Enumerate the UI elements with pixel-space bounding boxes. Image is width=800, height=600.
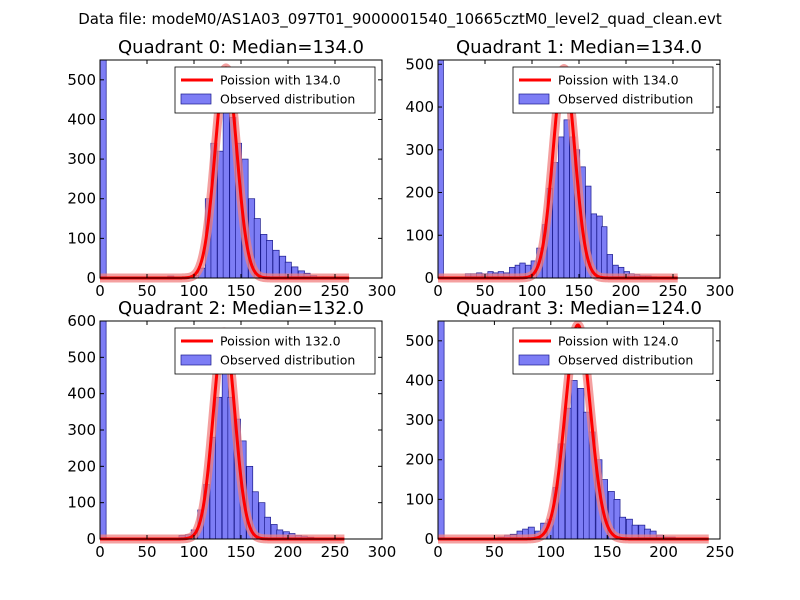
legend-patch-swatch bbox=[518, 354, 550, 366]
legend: Poission with 134.0 Observed distribution bbox=[174, 66, 376, 114]
legend-box bbox=[512, 327, 714, 375]
x-tick-label: 200 bbox=[274, 543, 303, 561]
subplot-title: Quadrant 2: Median=132.0 bbox=[118, 298, 364, 319]
legend: Poission with 132.0 Observed distribution bbox=[174, 327, 376, 375]
y-tick-label: 300 bbox=[405, 141, 434, 159]
y-tick-label: 100 bbox=[67, 229, 96, 247]
legend-patch-label: Observed distribution bbox=[220, 353, 355, 368]
quadrant-3-panel: 0 50 100 150 200 250 0 100 200 300 400 500 Quadrant … bbox=[405, 298, 734, 561]
y-tick-label: 200 bbox=[67, 190, 96, 208]
y-tick-label: 300 bbox=[405, 411, 434, 429]
x-tick-label: 150 bbox=[227, 543, 256, 561]
figure-suptitle: Data file: modeM0/AS1A03_097T01_90000015… bbox=[78, 10, 722, 29]
histogram-bar bbox=[260, 234, 268, 279]
y-tick-label: 500 bbox=[67, 71, 96, 89]
y-tick-label: 400 bbox=[405, 98, 434, 116]
x-tick-label: 300 bbox=[368, 543, 397, 561]
y-tick-label: 500 bbox=[67, 348, 96, 366]
histogram-bar bbox=[221, 371, 229, 540]
legend-patch-swatch bbox=[180, 93, 212, 105]
x-tick-label: 100 bbox=[180, 543, 209, 561]
y-tick-label: 600 bbox=[67, 312, 96, 330]
subplot-title: Quadrant 0: Median=134.0 bbox=[118, 37, 364, 58]
x-tick-label: 150 bbox=[593, 543, 622, 561]
y-tick-label: 400 bbox=[67, 385, 96, 403]
x-tick-label: 250 bbox=[321, 282, 350, 300]
legend-line-label: Poission with 124.0 bbox=[558, 334, 679, 349]
x-tick-label: 200 bbox=[649, 543, 678, 561]
y-tick-label: 0 bbox=[424, 530, 434, 548]
histogram-bar bbox=[563, 119, 570, 279]
y-tick-label: 100 bbox=[67, 494, 96, 512]
histogram-bar bbox=[577, 388, 585, 540]
legend-box bbox=[174, 327, 376, 375]
histogram-bar bbox=[570, 380, 578, 540]
histogram-bar bbox=[437, 59, 444, 279]
x-tick-label: 100 bbox=[518, 282, 547, 300]
legend-line-label: Poission with 134.0 bbox=[558, 73, 679, 88]
x-tick-label: 0 bbox=[95, 543, 105, 561]
y-tick-label: 0 bbox=[86, 269, 96, 287]
y-tick-label: 500 bbox=[405, 332, 434, 350]
y-tick-label: 400 bbox=[405, 371, 434, 389]
histogram-bar bbox=[99, 59, 107, 279]
histogram-bar bbox=[437, 320, 445, 540]
x-tick-label: 50 bbox=[485, 543, 504, 561]
x-tick-label: 50 bbox=[137, 543, 156, 561]
legend-patch-swatch bbox=[180, 354, 212, 366]
y-tick-label: 200 bbox=[405, 184, 434, 202]
axes-frame bbox=[437, 320, 721, 540]
y-tick-label: 300 bbox=[67, 150, 96, 168]
y-tick-label: 0 bbox=[424, 269, 434, 287]
x-tick-label: 250 bbox=[321, 543, 350, 561]
histogram-bar bbox=[266, 239, 273, 279]
legend-box bbox=[174, 66, 376, 114]
legend: Poission with 124.0 Observed distribution bbox=[512, 327, 714, 375]
subplot-title: Quadrant 1: Median=134.0 bbox=[456, 37, 702, 58]
x-tick-label: 200 bbox=[274, 282, 303, 300]
x-tick-label: 250 bbox=[706, 543, 735, 561]
y-tick-label: 100 bbox=[405, 226, 434, 244]
y-tick-label: 200 bbox=[405, 451, 434, 469]
legend-patch-label: Observed distribution bbox=[558, 92, 693, 107]
legend-patch-label: Observed distribution bbox=[220, 92, 355, 107]
x-tick-label: 50 bbox=[137, 282, 156, 300]
legend: Poission with 134.0 Observed distribution bbox=[512, 66, 714, 114]
x-tick-label: 200 bbox=[612, 282, 641, 300]
x-tick-label: 250 bbox=[659, 282, 688, 300]
quadrant-1-panel: 0 50 100 150 200 250 300 0 100 200 300 400 500 Quadra… bbox=[405, 37, 734, 300]
histogram-bar bbox=[222, 103, 230, 279]
x-tick-label: 300 bbox=[706, 282, 735, 300]
histogram-bar bbox=[557, 136, 565, 279]
quadrant-2-panel: 0 50 100 150 200 250 300 0 100 200 300 400 500 600 Qua… bbox=[67, 298, 396, 561]
y-tick-label: 300 bbox=[67, 421, 96, 439]
y-tick-label: 500 bbox=[405, 55, 434, 73]
x-tick-label: 150 bbox=[565, 282, 594, 300]
x-tick-label: 150 bbox=[227, 282, 256, 300]
y-tick-label: 200 bbox=[67, 457, 96, 475]
x-tick-label: 0 bbox=[433, 543, 443, 561]
x-tick-label: 0 bbox=[95, 282, 105, 300]
x-tick-label: 0 bbox=[433, 282, 443, 300]
legend-line-label: Poission with 132.0 bbox=[220, 334, 341, 349]
x-tick-label: 100 bbox=[180, 282, 209, 300]
y-tick-label: 0 bbox=[86, 530, 96, 548]
x-tick-label: 100 bbox=[536, 543, 565, 561]
legend-patch-swatch bbox=[518, 93, 550, 105]
legend-line-label: Poission with 134.0 bbox=[220, 73, 341, 88]
x-tick-label: 300 bbox=[368, 282, 397, 300]
y-tick-label: 100 bbox=[405, 490, 434, 508]
x-tick-label: 50 bbox=[475, 282, 494, 300]
y-tick-label: 400 bbox=[67, 110, 96, 128]
histogram-bar bbox=[601, 226, 608, 279]
legend-box bbox=[512, 66, 714, 114]
quadrant-0-panel: 0 50 100 150 200 250 300 0 100 200 300 400 500 Quadra… bbox=[67, 37, 396, 300]
legend-patch-label: Observed distribution bbox=[558, 353, 693, 368]
histogram-bar bbox=[217, 150, 225, 279]
subplot-title: Quadrant 3: Median=124.0 bbox=[456, 298, 702, 319]
